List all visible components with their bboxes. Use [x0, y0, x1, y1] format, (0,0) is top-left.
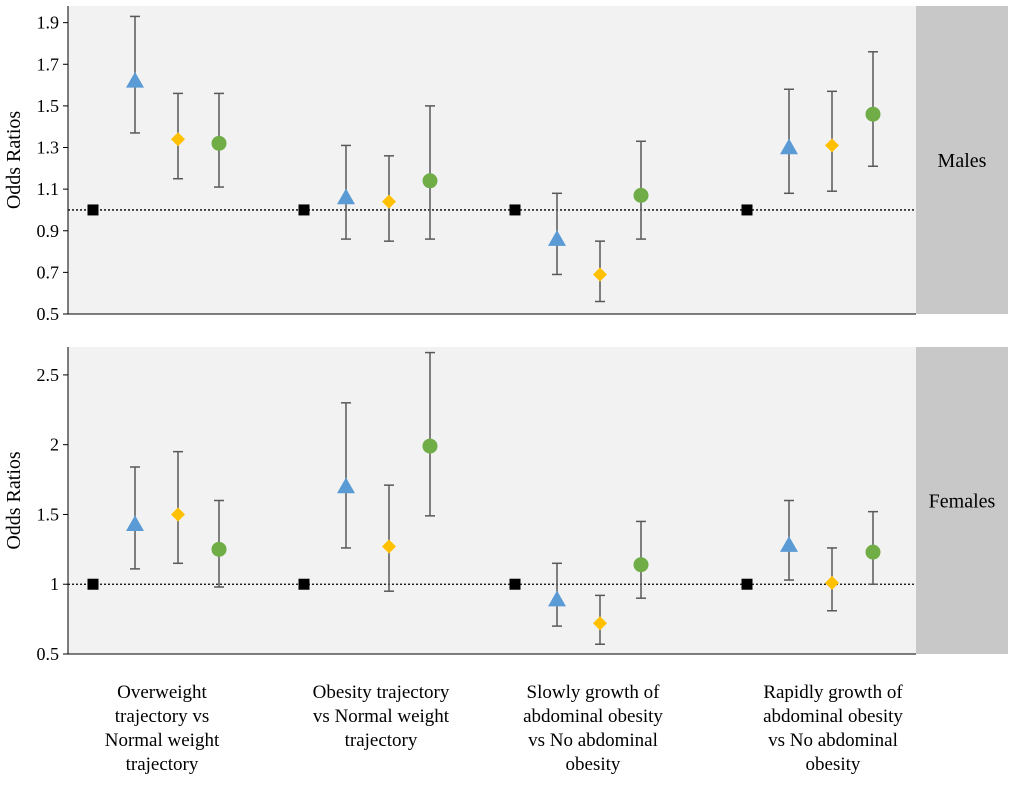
triangle-marker	[780, 536, 798, 552]
y-tick-label: 1.5	[37, 96, 60, 116]
plot-area	[68, 347, 916, 654]
y-tick-label: 1.9	[37, 13, 60, 33]
diamond-marker	[382, 194, 396, 209]
y-axis-title: Odds Ratios	[3, 111, 25, 210]
panel-strip	[916, 347, 1008, 654]
circle-marker	[211, 541, 227, 557]
diamond-marker	[825, 575, 839, 590]
y-tick-label: 1.7	[37, 54, 60, 74]
triangle-marker	[780, 138, 798, 155]
category-label: Slowly growth of	[527, 682, 661, 703]
diamond-marker	[382, 539, 396, 554]
reference-marker	[509, 204, 521, 216]
reference-marker	[741, 204, 753, 216]
circle-marker	[211, 135, 227, 151]
y-tick-label: 1	[50, 574, 59, 594]
circle-marker	[865, 106, 881, 122]
y-tick-label: 0.9	[37, 221, 60, 241]
reference-marker	[87, 578, 99, 590]
diamond-marker	[593, 267, 607, 282]
y-tick-label: 0.5	[37, 304, 60, 324]
y-tick-label: 1.1	[37, 179, 60, 199]
category-label: vs Normal weight	[313, 706, 450, 727]
circle-marker	[633, 187, 649, 203]
diamond-marker	[171, 507, 185, 522]
y-tick-label: 2	[50, 435, 59, 455]
y-tick-label: 1.5	[37, 504, 60, 524]
y-axis-title: Odds Ratios	[3, 451, 25, 550]
circle-marker	[422, 173, 438, 189]
category-label: Normal weight	[105, 730, 220, 751]
category-label: abdominal obesity	[523, 706, 663, 727]
category-label: obesity	[566, 754, 621, 775]
triangle-marker	[548, 230, 566, 246]
y-tick-label: 0.5	[37, 644, 60, 664]
category-label: trajectory	[126, 754, 199, 775]
circle-marker	[633, 557, 649, 573]
diamond-marker	[171, 132, 185, 147]
category-label: Rapidly growth of	[763, 682, 903, 703]
triangle-marker	[548, 590, 566, 607]
plot-area	[68, 6, 916, 314]
triangle-marker	[337, 188, 355, 205]
circle-marker	[865, 544, 881, 560]
reference-marker	[298, 204, 310, 216]
category-label: trajectory vs	[115, 706, 209, 727]
reference-marker	[509, 578, 521, 590]
diamond-marker	[593, 616, 607, 631]
circle-marker	[422, 438, 438, 454]
category-label: vs No abdominal	[768, 730, 898, 751]
category-label: trajectory	[345, 730, 418, 751]
panel-label: Males	[938, 150, 987, 172]
panel-label: Females	[929, 491, 996, 513]
reference-marker	[298, 578, 310, 590]
y-tick-label: 1.3	[37, 138, 60, 158]
panel-strip	[916, 6, 1008, 314]
triangle-marker	[337, 477, 355, 494]
reference-marker	[87, 204, 99, 216]
category-label: vs No abdominal	[528, 730, 658, 751]
category-label: obesity	[806, 754, 861, 775]
category-label: Overweight	[117, 682, 207, 703]
category-label: Obesity trajectory	[313, 682, 450, 703]
reference-marker	[741, 578, 753, 590]
diamond-marker	[825, 138, 839, 153]
y-tick-label: 0.7	[37, 262, 60, 282]
category-label: abdominal obesity	[763, 706, 903, 727]
y-tick-label: 2.5	[37, 365, 60, 385]
triangle-marker	[126, 71, 144, 88]
triangle-marker	[126, 515, 144, 531]
